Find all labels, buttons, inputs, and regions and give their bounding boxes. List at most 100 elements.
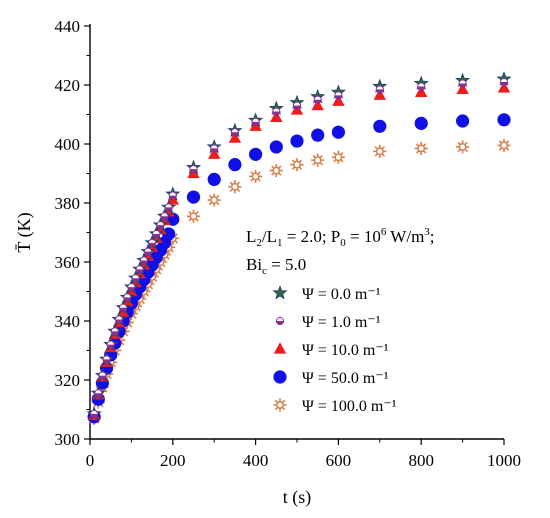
- data-point: [375, 85, 384, 94]
- legend-label: Ψ = 0.0 m⁻¹: [302, 286, 381, 303]
- data-point: [160, 212, 169, 221]
- data-point: [417, 82, 426, 91]
- y-tick-label: 360: [55, 253, 81, 272]
- data-point: [311, 98, 324, 111]
- annotation-text-part: c: [262, 265, 267, 277]
- y-tick-label: 340: [55, 312, 81, 331]
- y-tick-label: 380: [55, 194, 81, 213]
- data-point: [102, 355, 111, 364]
- data-point: [290, 158, 304, 172]
- annotation-text-part: = 10: [346, 227, 381, 246]
- x-tick-label: 600: [326, 451, 352, 470]
- y-tick-label: 420: [55, 76, 81, 95]
- annotation-text-part: ;: [430, 227, 435, 246]
- annotation-text-part: = 5.0: [267, 255, 306, 274]
- data-point: [210, 144, 219, 153]
- x-tick-label: 200: [160, 451, 186, 470]
- data-point: [456, 140, 470, 154]
- data-point: [123, 293, 132, 302]
- data-point: [373, 119, 387, 133]
- legend-marker: [273, 398, 287, 412]
- data-point: [228, 180, 242, 194]
- annotation-text-part: 3: [424, 226, 430, 238]
- data-point: [228, 158, 242, 172]
- data-point: [311, 128, 325, 142]
- chart-annotation: L2/L1 = 2.0; P0 = 106 W/m3; Bic = 5.0: [246, 226, 435, 277]
- data-point: [373, 144, 387, 158]
- annotation-text-part: /L: [262, 227, 277, 246]
- data-point: [251, 117, 260, 126]
- data-point: [207, 193, 221, 207]
- annotation-text-part: Bi: [246, 255, 262, 274]
- data-point: [331, 125, 345, 139]
- x-tick-label: 800: [408, 451, 434, 470]
- y-tick-label: 440: [55, 17, 81, 36]
- data-point: [189, 164, 198, 174]
- data-point: [249, 147, 263, 161]
- series-1: [90, 77, 509, 419]
- data-point: [106, 340, 115, 349]
- annotation-text-part: 0: [340, 237, 346, 249]
- data-point: [311, 153, 325, 167]
- legend-label: Ψ = 100.0 m⁻¹: [302, 398, 397, 415]
- data-point: [114, 315, 124, 324]
- data-point: [98, 371, 107, 380]
- data-point: [497, 138, 511, 153]
- data-point: [186, 209, 201, 223]
- legend-marker: [273, 342, 287, 354]
- data-point: [334, 91, 343, 100]
- y-tick-label: 300: [55, 430, 81, 449]
- data-point: [313, 95, 322, 104]
- data-point: [497, 81, 511, 93]
- annotation-text-part: = 2.0; P: [283, 227, 341, 246]
- data-point: [110, 327, 119, 336]
- data-point: [228, 131, 242, 143]
- data-point: [456, 114, 470, 128]
- data-point: [497, 113, 511, 127]
- x-tick-label: 1000: [487, 451, 521, 470]
- data-point: [456, 82, 469, 95]
- data-point: [415, 85, 428, 97]
- annotation-text-part: 1: [277, 237, 283, 249]
- series-4: [87, 138, 511, 425]
- data-point: [292, 101, 302, 110]
- data-point: [135, 265, 144, 274]
- annotation-line-2: Bic = 5.0: [246, 255, 306, 277]
- annotation-text-part: 2: [256, 237, 262, 249]
- data-point: [332, 94, 345, 106]
- data-point: [164, 203, 173, 212]
- data-point: [499, 77, 509, 87]
- data-point: [119, 303, 128, 312]
- data-point: [162, 227, 176, 241]
- data-point: [168, 191, 177, 200]
- x-tick-label: 400: [243, 451, 269, 470]
- data-point: [208, 147, 221, 159]
- data-point: [272, 107, 281, 116]
- annotation-text-part: L: [246, 227, 256, 246]
- data-point: [94, 389, 103, 398]
- data-point: [290, 134, 304, 148]
- annotation-line-1: L2/L1 = 2.0; P0 = 106 W/m3;: [246, 226, 435, 249]
- y-tick-label: 320: [55, 371, 81, 390]
- data-point: [269, 140, 283, 154]
- data-point: [143, 247, 153, 256]
- data-point: [186, 190, 201, 204]
- annotation-text-part: W/m: [386, 227, 424, 246]
- data-point: [139, 256, 148, 265]
- data-point: [373, 88, 386, 100]
- legend-marker: [272, 285, 288, 300]
- data-point: [270, 110, 283, 123]
- data-point: [230, 128, 239, 137]
- data-point: [414, 141, 428, 156]
- y-axis-label: T̄ (K): [14, 212, 35, 252]
- legend-label: Ψ = 1.0 m⁻¹: [302, 314, 381, 331]
- data-point: [148, 238, 157, 247]
- legend-label: Ψ = 10.0 m⁻¹: [302, 342, 389, 359]
- x-axis-label: t (s): [283, 487, 312, 508]
- x-tick-label: 0: [86, 451, 95, 470]
- y-tick-label: 400: [55, 135, 81, 154]
- data-point: [131, 274, 140, 283]
- data-point: [458, 79, 467, 88]
- data-point: [414, 116, 428, 130]
